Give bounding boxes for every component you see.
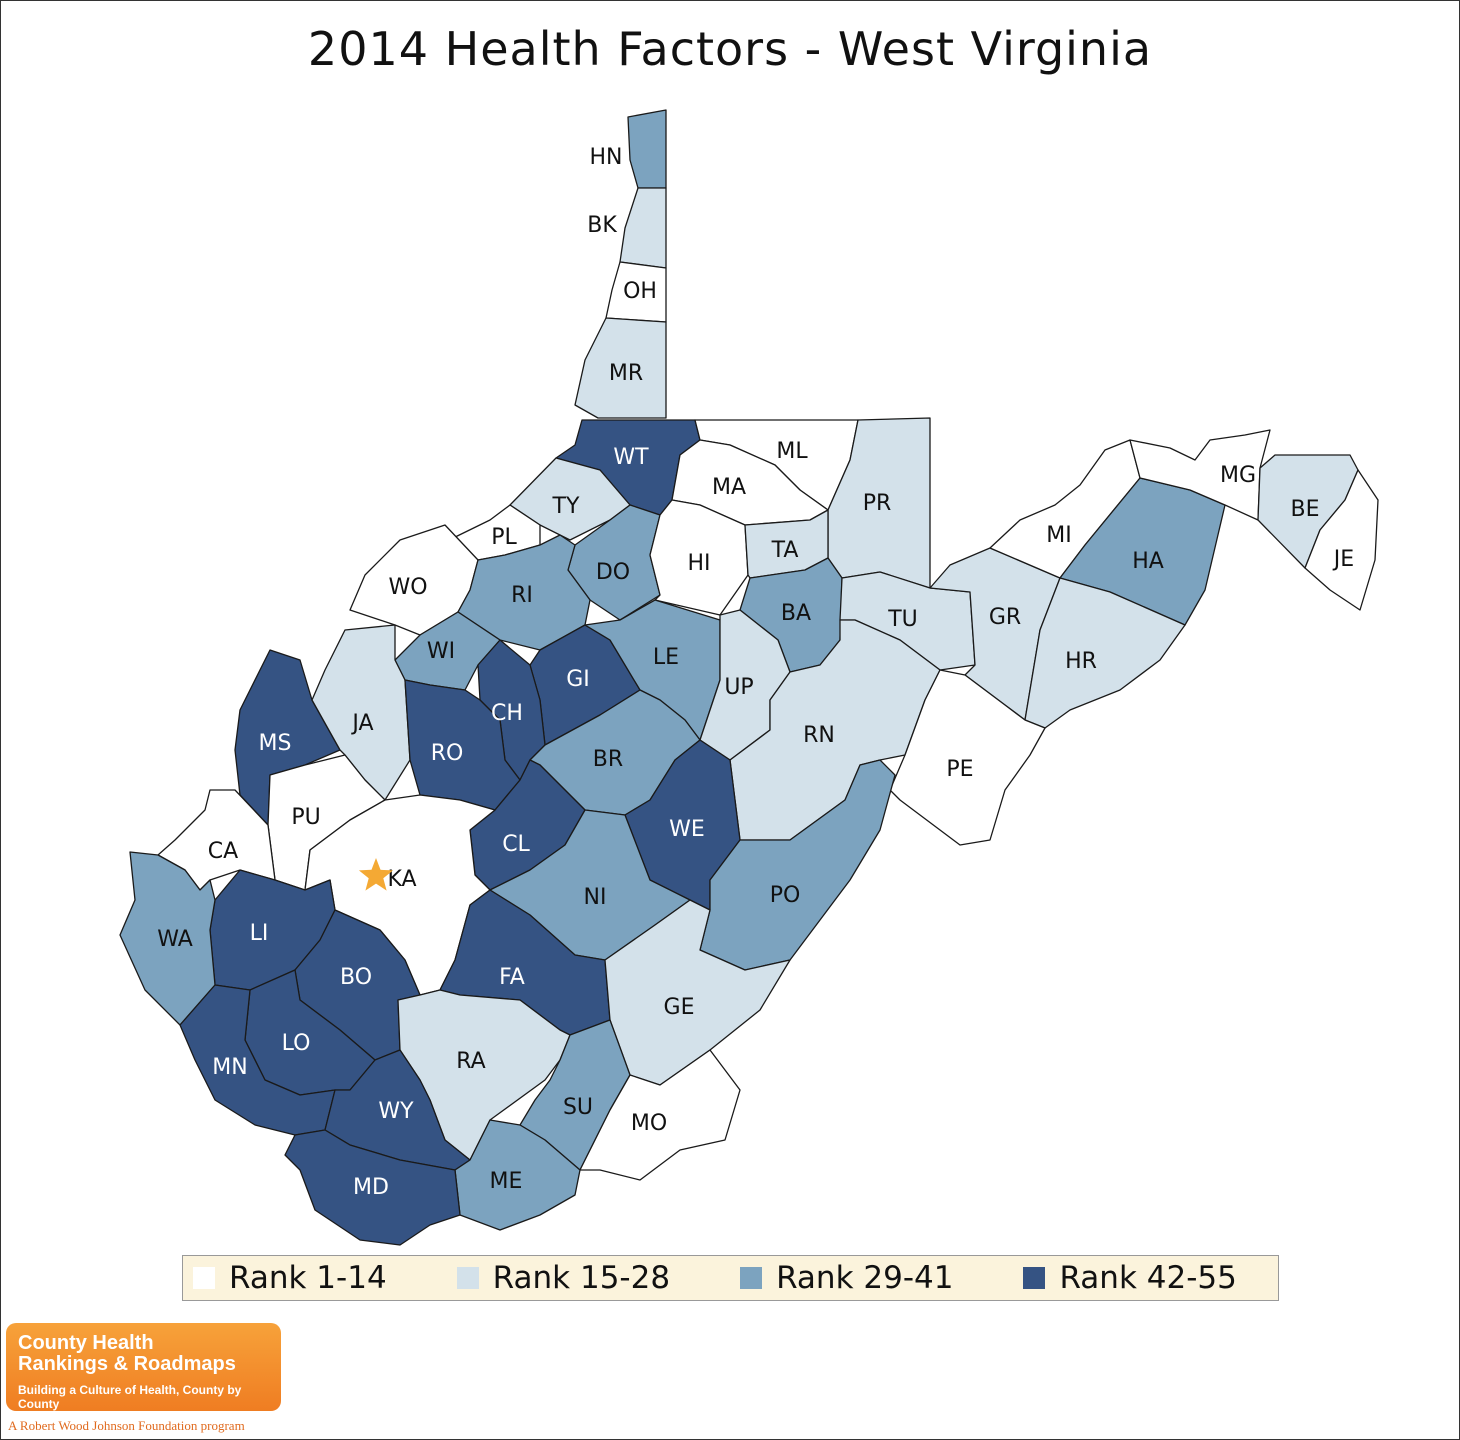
label-RO: RO bbox=[431, 741, 464, 766]
logo-name: County Health Rankings & Roadmaps bbox=[18, 1333, 268, 1375]
label-FA: FA bbox=[499, 965, 525, 990]
legend-item-rank4: Rank 42-55 bbox=[1023, 1260, 1237, 1296]
label-BE: BE bbox=[1291, 497, 1320, 522]
county-MG bbox=[1129, 429, 1271, 521]
legend-label: Rank 42-55 bbox=[1059, 1260, 1237, 1296]
label-HN: HN bbox=[590, 145, 623, 170]
county-BK bbox=[619, 187, 667, 269]
label-CH: CH bbox=[491, 701, 523, 726]
foundation-credit: A Robert Wood Johnson Foundation program bbox=[8, 1418, 245, 1433]
label-MR: MR bbox=[609, 361, 643, 386]
county-MR bbox=[574, 317, 667, 419]
logo-line2: Rankings & Roadmaps bbox=[18, 1353, 236, 1375]
label-PL: PL bbox=[491, 525, 517, 550]
map-title: 2014 Health Factors - West Virginia bbox=[307, 22, 1153, 76]
label-WA: WA bbox=[157, 927, 193, 952]
label-BO: BO bbox=[340, 965, 372, 990]
county-MD bbox=[284, 1129, 461, 1246]
label-WO: WO bbox=[388, 575, 427, 600]
label-JA: JA bbox=[350, 711, 373, 736]
label-HR: HR bbox=[1065, 649, 1097, 674]
label-PU: PU bbox=[291, 805, 320, 830]
county-HN bbox=[627, 109, 667, 189]
county-ME bbox=[454, 1119, 581, 1231]
label-KA: KA bbox=[387, 867, 416, 892]
label-GE: GE bbox=[664, 995, 695, 1020]
label-HA: HA bbox=[1132, 549, 1164, 574]
county-PE bbox=[889, 669, 1046, 846]
label-UP: UP bbox=[724, 675, 753, 700]
label-BA: BA bbox=[781, 601, 811, 626]
label-WT: WT bbox=[613, 445, 649, 470]
label-OH: OH bbox=[623, 279, 657, 304]
label-BK: BK bbox=[587, 213, 617, 238]
legend-label: Rank 15-28 bbox=[492, 1260, 671, 1296]
label-MS: MS bbox=[259, 731, 292, 756]
label-PE: PE bbox=[946, 757, 973, 782]
label-MN: MN bbox=[212, 1055, 247, 1080]
label-LE: LE bbox=[653, 645, 679, 670]
label-TA: TA bbox=[771, 538, 799, 563]
label-HI: HI bbox=[687, 551, 710, 576]
county-WA bbox=[119, 851, 216, 1026]
label-ME: ME bbox=[490, 1169, 523, 1194]
label-DO: DO bbox=[596, 560, 630, 585]
legend-swatch bbox=[456, 1267, 479, 1289]
label-CL: CL bbox=[502, 832, 530, 857]
label-TU: TU bbox=[887, 607, 918, 632]
label-GI: GI bbox=[566, 667, 590, 692]
label-TY: TY bbox=[552, 494, 580, 519]
label-WI: WI bbox=[427, 639, 455, 664]
label-ML: ML bbox=[776, 439, 808, 464]
label-GR: GR bbox=[989, 605, 1021, 630]
label-WE: WE bbox=[669, 817, 705, 842]
county-JE bbox=[1304, 469, 1379, 611]
legend-swatch bbox=[193, 1267, 215, 1289]
label-LO: LO bbox=[282, 1031, 311, 1056]
label-BR: BR bbox=[593, 747, 623, 772]
star-icon bbox=[358, 858, 394, 891]
label-MG: MG bbox=[1220, 463, 1256, 488]
label-JE: JE bbox=[1332, 547, 1354, 572]
label-RA: RA bbox=[456, 1049, 485, 1074]
label-PO: PO bbox=[770, 883, 801, 908]
label-MD: MD bbox=[353, 1175, 389, 1200]
label-RI: RI bbox=[511, 583, 533, 608]
county-RO bbox=[404, 679, 521, 811]
legend-swatch bbox=[740, 1267, 763, 1289]
west-virginia-map: HN BK OH MR WT ML MA PR TY PL DO HI TA W… bbox=[119, 109, 1379, 1246]
county-health-rankings-logo: County Health Rankings & Roadmaps Buildi… bbox=[6, 1323, 281, 1411]
county-HI bbox=[649, 499, 749, 616]
label-MO: MO bbox=[631, 1111, 667, 1136]
legend-item-rank1: Rank 1-14 bbox=[193, 1260, 387, 1296]
label-MA: MA bbox=[712, 475, 746, 500]
legend-item-rank2: Rank 15-28 bbox=[456, 1260, 671, 1296]
legend-label: Rank 1-14 bbox=[229, 1260, 387, 1296]
legend-label: Rank 29-41 bbox=[776, 1260, 954, 1296]
legend: Rank 1-14 Rank 15-28 Rank 29-41 Rank 42-… bbox=[182, 1255, 1279, 1301]
label-LI: LI bbox=[250, 921, 269, 946]
label-MI: MI bbox=[1046, 523, 1071, 548]
legend-swatch bbox=[1023, 1267, 1046, 1289]
legend-item-rank3: Rank 29-41 bbox=[740, 1260, 953, 1296]
label-WY: WY bbox=[378, 1099, 414, 1124]
label-NI: NI bbox=[584, 885, 607, 910]
logo-tagline: Building a Culture of Health, County by … bbox=[18, 1383, 242, 1411]
label-CA: CA bbox=[208, 839, 238, 864]
county-MO bbox=[579, 1049, 741, 1181]
label-PR: PR bbox=[863, 491, 892, 516]
label-RN: RN bbox=[803, 723, 835, 748]
label-SU: SU bbox=[563, 1095, 593, 1120]
logo-line1: County Health bbox=[18, 1332, 154, 1354]
